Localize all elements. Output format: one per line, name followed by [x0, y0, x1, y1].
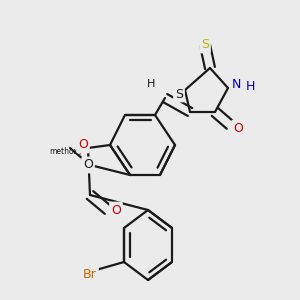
Text: O: O — [233, 122, 243, 134]
Text: H: H — [147, 79, 155, 89]
Text: O: O — [83, 158, 93, 172]
Text: N: N — [231, 77, 241, 91]
Text: O: O — [78, 139, 88, 152]
Text: S: S — [175, 88, 183, 100]
Text: S: S — [201, 38, 209, 52]
Text: methoxy: methoxy — [49, 146, 83, 155]
Text: Br: Br — [83, 268, 97, 281]
Text: O: O — [111, 203, 121, 217]
Text: H: H — [246, 80, 255, 94]
